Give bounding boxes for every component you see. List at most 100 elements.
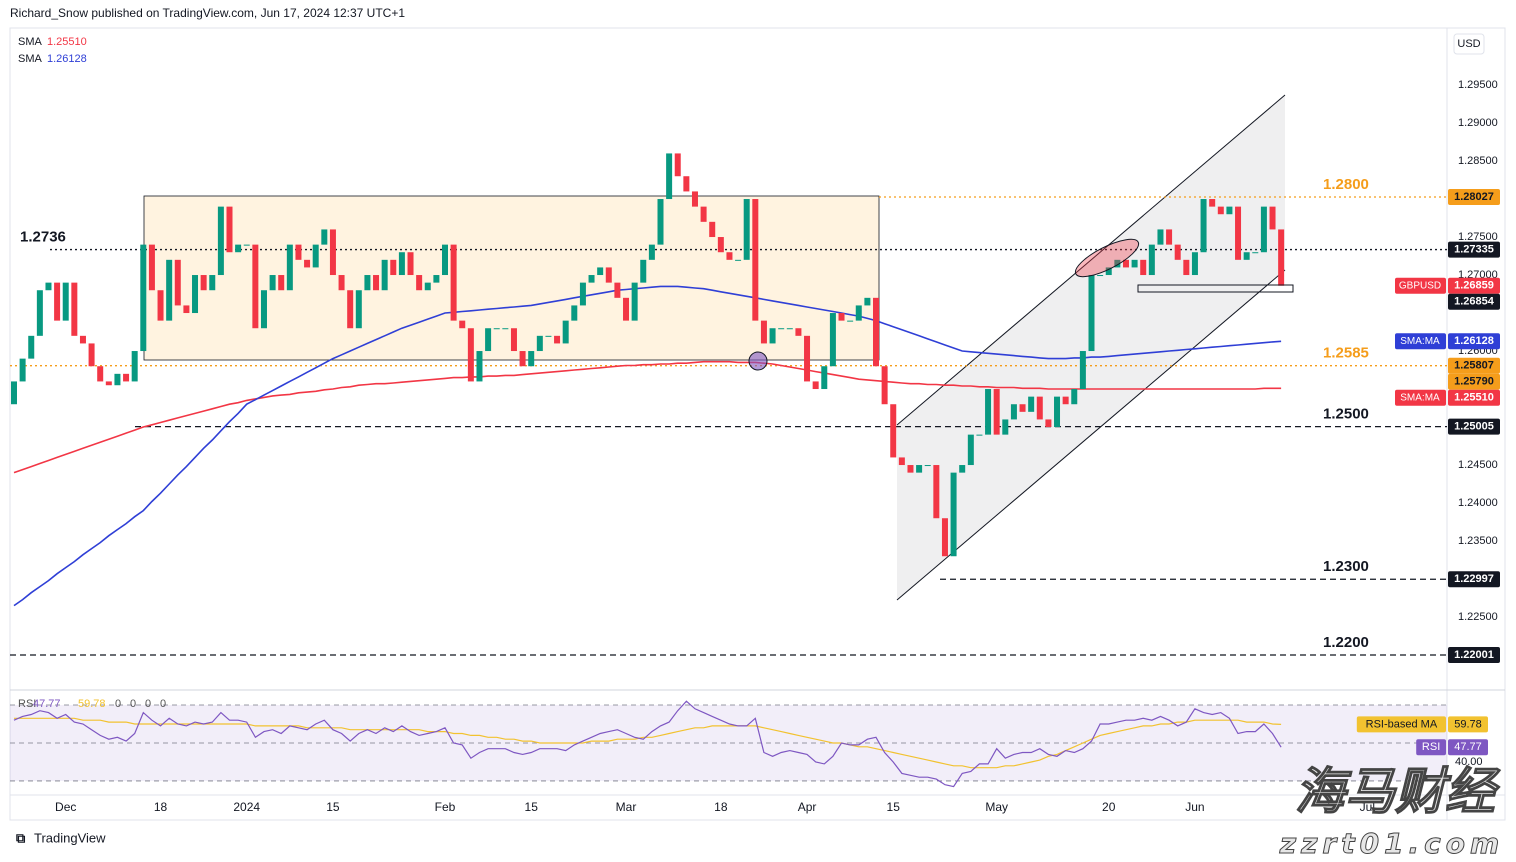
- rsi-line: [14, 717, 1282, 769]
- candle: [985, 389, 992, 435]
- y-tick-label: 1.29000: [1458, 117, 1498, 129]
- candle: [1148, 244, 1155, 276]
- candle: [381, 259, 388, 291]
- price-tag-name: SMA:MA: [1400, 336, 1440, 347]
- currency-box[interactable]: [1453, 33, 1485, 55]
- candle: [148, 244, 155, 291]
- candle: [640, 259, 647, 283]
- candle: [614, 282, 621, 298]
- candle: [140, 244, 147, 352]
- price-tag-label: 1.22001: [1454, 649, 1494, 661]
- candle: [19, 358, 26, 382]
- candle: [536, 335, 543, 352]
- y-tick-label: 1.28500: [1458, 155, 1498, 167]
- candle: [174, 259, 181, 306]
- price-tag: [1448, 389, 1500, 406]
- candle: [933, 465, 940, 519]
- rsi-legend-value: 59.78: [78, 698, 106, 710]
- candle: [571, 305, 578, 321]
- highlight-circle: [748, 351, 768, 371]
- candle: [1122, 259, 1129, 268]
- candle: [890, 404, 897, 458]
- candle: [760, 320, 767, 344]
- candle: [200, 275, 207, 291]
- candle: [467, 328, 474, 382]
- candle: [735, 259, 742, 261]
- level-text: 1.2200: [1323, 634, 1369, 651]
- candle: [1191, 252, 1198, 276]
- candle: [433, 275, 440, 283]
- price-tag: [1448, 646, 1500, 663]
- price-tag-label: 1.28027: [1454, 191, 1494, 203]
- channel-lower: [896, 269, 1286, 601]
- price-tag: [1448, 188, 1500, 205]
- candle: [295, 244, 302, 260]
- candle: [28, 335, 35, 359]
- level-text: 1.2800: [1323, 176, 1369, 193]
- candle: [1071, 389, 1078, 405]
- candle: [1235, 206, 1242, 260]
- candle: [1166, 229, 1173, 245]
- candle: [269, 275, 276, 291]
- candle: [959, 465, 966, 473]
- candle: [390, 259, 397, 276]
- candle: [545, 335, 552, 337]
- candle: [752, 199, 759, 321]
- candle: [71, 282, 78, 336]
- candle: [1036, 396, 1043, 420]
- labels-layer: 1.2800 1.2736 1.2585 1.2500 1.2300 1.2200 SMA 1…: [18, 36, 1500, 768]
- candle: [407, 252, 414, 276]
- candle: [493, 328, 500, 330]
- candle: [243, 244, 250, 246]
- candle: [329, 229, 336, 276]
- candle: [519, 351, 526, 367]
- x-tick-label: 15: [525, 800, 539, 814]
- candle: [898, 457, 905, 466]
- candle: [11, 381, 17, 405]
- x-tick-label: Feb: [435, 800, 456, 814]
- rsi-tag-name-box: [1356, 716, 1446, 733]
- x-tick-label: 18: [154, 800, 168, 814]
- rsi-tag-name: RSI: [1422, 741, 1440, 753]
- brand-logo: ⧉: [16, 830, 26, 845]
- candle: [1174, 244, 1181, 260]
- level-text: 1.2500: [1323, 406, 1369, 423]
- x-tick-label: Jul: [1360, 800, 1375, 814]
- candle: [1217, 206, 1224, 215]
- candle: [1010, 404, 1017, 420]
- candle: [166, 259, 173, 321]
- watermark-title: 海马财经: [1295, 763, 1501, 821]
- candle: [1079, 351, 1086, 390]
- rsi-legend-extra: 0: [160, 698, 166, 710]
- rsi-legend-name: RSI: [18, 698, 36, 710]
- legend-name: SMA: [18, 53, 43, 65]
- chart-frame: [9, 27, 1506, 821]
- price-tag: [1448, 333, 1500, 350]
- candle: [838, 313, 845, 321]
- price-tag-name-box: [1395, 389, 1446, 406]
- legend-value: 1.26128: [47, 53, 87, 65]
- candle: [562, 320, 569, 344]
- candle: [510, 328, 517, 352]
- rsi-tag-label: 47.77: [1454, 741, 1482, 753]
- x-tick-label: 15: [887, 800, 901, 814]
- candle: [183, 305, 190, 314]
- candle: [847, 320, 854, 322]
- price-tag-label: 1.25790: [1454, 376, 1494, 388]
- candle: [1028, 396, 1035, 412]
- candle: [79, 335, 86, 344]
- price-tag: [1448, 357, 1500, 374]
- candle: [54, 282, 61, 321]
- candle: [812, 381, 819, 390]
- candle: [631, 282, 638, 321]
- candle: [373, 275, 380, 291]
- candle: [528, 351, 535, 367]
- candle: [717, 237, 724, 253]
- candle: [1269, 206, 1276, 230]
- rsi-tag: [1448, 739, 1488, 756]
- candle: [993, 389, 1000, 435]
- candle: [864, 297, 871, 306]
- candle: [62, 282, 69, 321]
- y-tick-label: 1.23500: [1458, 535, 1498, 547]
